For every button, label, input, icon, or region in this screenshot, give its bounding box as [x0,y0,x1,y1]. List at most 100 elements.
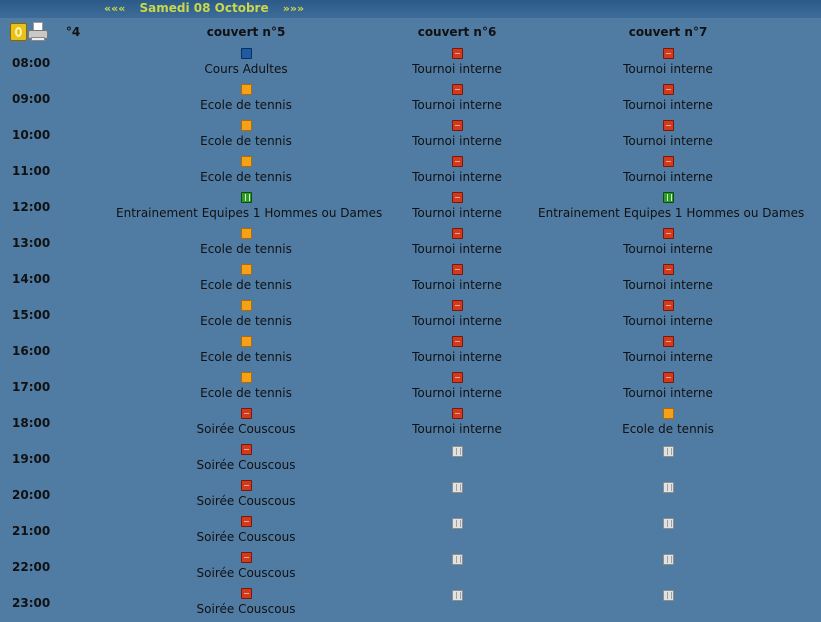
slot-label[interactable]: Tournoi interne [412,350,502,364]
schedule-cell[interactable]: Ecole de tennis [116,82,376,118]
booking-red-icon[interactable] [662,156,674,167]
calendar-icon[interactable] [10,23,27,41]
booking-red-icon[interactable] [451,408,463,419]
slot-label[interactable]: Tournoi interne [412,170,502,184]
slot-label[interactable]: Tournoi interne [412,278,502,292]
booking-orange-icon[interactable] [240,300,252,311]
slot-label[interactable]: Tournoi interne [412,422,502,436]
free-slot-icon[interactable] [662,590,674,601]
schedule-cell[interactable] [327,514,587,550]
booking-orange-icon[interactable] [240,336,252,347]
free-slot-icon[interactable] [451,446,463,457]
booking-red-icon[interactable] [240,480,252,491]
free-slot-icon[interactable] [662,446,674,457]
schedule-cell[interactable]: Soirée Couscous [116,478,376,514]
schedule-cell[interactable]: Tournoi interne [327,82,587,118]
schedule-cell[interactable]: Tournoi interne [538,154,798,190]
slot-label[interactable]: Tournoi interne [412,314,502,328]
slot-label[interactable]: Tournoi interne [623,278,713,292]
booking-orange-icon[interactable] [662,408,674,419]
free-slot-icon[interactable] [451,554,463,565]
schedule-cell[interactable]: Ecole de tennis [116,262,376,298]
schedule-cell[interactable] [538,586,798,622]
slot-label[interactable]: Entrainement Equipes 1 Hommes ou Dames [538,206,805,220]
slot-label[interactable]: Tournoi interne [623,98,713,112]
schedule-cell[interactable]: Tournoi interne [327,226,587,262]
schedule-cell[interactable]: Tournoi interne [538,118,798,154]
booking-red-icon[interactable] [451,336,463,347]
schedule-cell[interactable]: Tournoi interne [327,118,587,154]
booking-orange-icon[interactable] [240,228,252,239]
slot-label[interactable]: Tournoi interne [623,350,713,364]
schedule-cell[interactable] [538,550,798,586]
booking-red-icon[interactable] [451,228,463,239]
slot-label[interactable]: Tournoi interne [412,206,502,220]
schedule-cell[interactable]: Soirée Couscous [116,586,376,622]
booking-red-icon[interactable] [662,372,674,383]
schedule-cell[interactable]: Tournoi interne [538,334,798,370]
booking-red-icon[interactable] [662,300,674,311]
schedule-cell[interactable]: Tournoi interne [538,298,798,334]
schedule-cell[interactable]: Ecole de tennis [538,406,798,442]
booking-green-icon[interactable] [662,192,674,203]
free-slot-icon[interactable] [451,590,463,601]
booking-blue-icon[interactable] [240,48,252,59]
schedule-cell[interactable]: Ecole de tennis [116,298,376,334]
next-day-link[interactable]: »»» [282,2,305,15]
schedule-cell[interactable]: Soirée Couscous [116,550,376,586]
schedule-cell[interactable]: Soirée Couscous [116,514,376,550]
booking-red-icon[interactable] [240,408,252,419]
booking-red-icon[interactable] [451,48,463,59]
schedule-cell[interactable]: Ecole de tennis [116,154,376,190]
slot-label[interactable]: Entrainement Equipes 1 Hommes ou Dames [116,206,383,220]
slot-label[interactable]: Soirée Couscous [196,530,296,544]
slot-label[interactable]: Tournoi interne [412,134,502,148]
schedule-cell[interactable]: Tournoi interne [538,226,798,262]
schedule-cell[interactable]: Tournoi interne [327,298,587,334]
slot-label[interactable]: Ecole de tennis [200,386,292,400]
booking-red-icon[interactable] [662,336,674,347]
schedule-cell[interactable] [327,478,587,514]
schedule-cell[interactable] [538,514,798,550]
booking-orange-icon[interactable] [240,156,252,167]
booking-green-icon[interactable] [240,192,252,203]
schedule-cell[interactable]: Entrainement Equipes 1 Hommes ou Dames [116,190,383,226]
slot-label[interactable]: Tournoi interne [412,242,502,256]
schedule-cell[interactable]: Tournoi interne [538,370,798,406]
slot-label[interactable]: Tournoi interne [412,62,502,76]
booking-orange-icon[interactable] [240,84,252,95]
schedule-cell[interactable] [327,550,587,586]
schedule-cell[interactable] [327,586,587,622]
booking-red-icon[interactable] [451,372,463,383]
schedule-cell[interactable]: Tournoi interne [327,262,587,298]
schedule-cell[interactable]: Tournoi interne [327,154,587,190]
booking-red-icon[interactable] [451,300,463,311]
schedule-cell[interactable]: Tournoi interne [538,82,798,118]
booking-red-icon[interactable] [662,84,674,95]
slot-label[interactable]: Ecole de tennis [200,278,292,292]
schedule-cell[interactable] [538,478,798,514]
booking-red-icon[interactable] [451,192,463,203]
printer-icon[interactable] [28,22,48,42]
free-slot-icon[interactable] [662,518,674,529]
schedule-cell[interactable]: Cours Adultes [116,46,376,82]
schedule-cell[interactable]: Tournoi interne [327,334,587,370]
schedule-cell[interactable]: Ecole de tennis [116,118,376,154]
booking-red-icon[interactable] [451,120,463,131]
slot-label[interactable]: Ecole de tennis [200,314,292,328]
booking-red-icon[interactable] [240,516,252,527]
slot-label[interactable]: Ecole de tennis [200,98,292,112]
schedule-cell[interactable]: Soirée Couscous [116,406,376,442]
slot-label[interactable]: Tournoi interne [623,62,713,76]
schedule-cell[interactable]: Tournoi interne [327,46,587,82]
booking-red-icon[interactable] [662,264,674,275]
schedule-cell[interactable]: Tournoi interne [327,406,587,442]
slot-label[interactable]: Tournoi interne [412,98,502,112]
previous-day-link[interactable]: ««« [104,2,126,15]
slot-label[interactable]: Tournoi interne [623,314,713,328]
booking-red-icon[interactable] [662,228,674,239]
booking-red-icon[interactable] [451,264,463,275]
slot-label[interactable]: Soirée Couscous [196,602,296,616]
free-slot-icon[interactable] [662,482,674,493]
booking-red-icon[interactable] [451,156,463,167]
